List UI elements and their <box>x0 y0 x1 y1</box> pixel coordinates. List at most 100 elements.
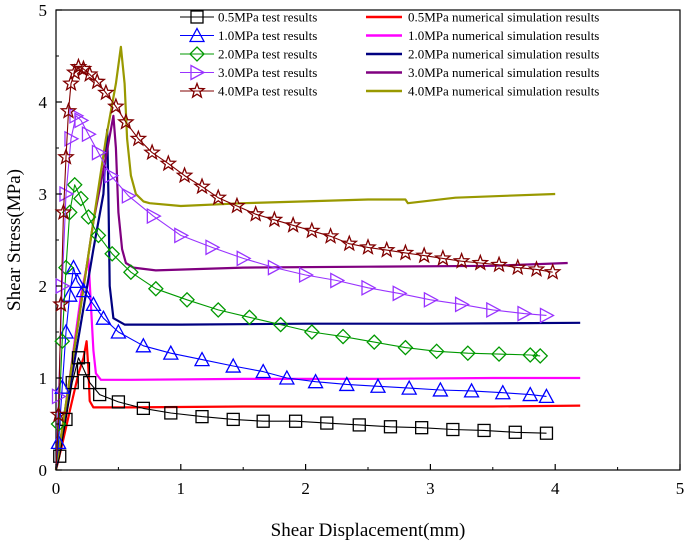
x-tick-label: 4 <box>551 479 560 498</box>
data-point-square <box>352 418 366 432</box>
series-4.0mpa-test-results <box>49 57 562 471</box>
data-point-triangle-up <box>110 323 127 339</box>
data-point-square <box>111 395 126 409</box>
series-line <box>54 257 581 471</box>
data-point-diamond <box>397 339 414 356</box>
series-0.5mpa-test-results <box>53 351 554 471</box>
y-axis-label: Shear Stress(MPa) <box>4 169 25 311</box>
data-point-diamond <box>189 46 205 62</box>
data-point-star <box>543 262 562 280</box>
data-point-diamond <box>73 190 89 207</box>
data-point-square <box>195 409 209 424</box>
data-point-diamond <box>491 346 507 362</box>
data-point-star <box>527 260 546 278</box>
data-point-diamond <box>241 309 258 326</box>
data-point-square <box>71 351 86 365</box>
data-point-diamond <box>147 280 164 297</box>
data-point-triangle-up <box>188 27 206 43</box>
legend-item-test: 2.0MPa test results <box>180 46 317 62</box>
data-point-star <box>377 240 396 258</box>
x-tick-label: 2 <box>301 479 310 498</box>
axis-ticks: 0 1 2 3 4 5 0 1 2 3 4 5 <box>39 1 685 498</box>
data-point-triangle-up <box>522 386 539 402</box>
data-point-star <box>62 74 80 92</box>
data-point-triangle-up <box>225 357 242 373</box>
data-point-triangle-right <box>267 259 283 276</box>
legend-item-sim: 0.5MPa numerical simulation results <box>366 10 599 25</box>
x-axis-label: Shear Displacement(mm) <box>271 520 466 541</box>
x-tick-label: 1 <box>177 479 186 498</box>
data-point-star <box>57 147 75 165</box>
legend-label: 0.5MPa numerical simulation results <box>408 10 599 25</box>
data-point-square <box>383 420 398 434</box>
data-point-diamond <box>122 264 139 281</box>
data-point-triangle-right <box>330 272 346 289</box>
data-point-star <box>107 97 125 115</box>
data-point-triangle-up <box>538 388 555 404</box>
data-point-triangle-up <box>463 382 480 398</box>
data-point-star <box>193 177 211 195</box>
data-point-triangle-up <box>193 351 211 367</box>
data-point-triangle-up <box>85 296 102 312</box>
data-point-triangle-right <box>64 130 80 147</box>
data-point-square <box>226 412 240 427</box>
data-point-diamond <box>303 324 320 340</box>
x-tick-label: 3 <box>426 479 435 498</box>
data-point-square <box>539 426 554 440</box>
legend-item-sim: 1.0MPa numerical simulation results <box>366 28 599 43</box>
data-point-star <box>471 253 490 271</box>
data-point-square <box>65 375 79 390</box>
data-point-square <box>288 414 303 428</box>
data-point-star <box>175 166 194 184</box>
data-point-star <box>80 65 99 82</box>
data-point-triangle-right <box>423 291 439 308</box>
series-line <box>54 340 581 471</box>
data-point-diamond <box>532 348 549 364</box>
data-point-triangle-right <box>121 187 137 204</box>
y-tick-label: 2 <box>39 277 48 296</box>
legend-label: 3.0MPa test results <box>218 65 317 80</box>
data-point-triangle-up <box>69 273 86 289</box>
data-point-star <box>188 81 206 99</box>
data-point-diamond <box>522 347 539 363</box>
data-point-star <box>129 129 148 147</box>
data-point-square <box>83 375 97 390</box>
legend: 0.5MPa test results 1.0MPa test results 2.… <box>180 10 599 99</box>
data-point-triangle-up <box>255 363 272 379</box>
data-point-star <box>159 154 178 172</box>
data-point-square <box>320 416 334 430</box>
legend-item-test: 4.0MPa test results <box>180 81 317 99</box>
data-point-triangle-up <box>95 309 112 325</box>
series-1.0mpa-numerical-simulation-results <box>54 257 581 471</box>
data-point-triangle-up <box>338 376 355 392</box>
data-point-star <box>246 204 265 222</box>
data-point-triangle-up <box>61 286 78 302</box>
legend-item-sim: 3.0MPa numerical simulation results <box>366 65 599 80</box>
data-point-triangle-right <box>91 144 107 161</box>
legend-label: 2.0MPa numerical simulation results <box>408 47 599 62</box>
data-point-square <box>446 422 460 437</box>
data-point-star <box>209 188 228 206</box>
data-point-diamond <box>272 316 289 333</box>
data-point-diamond <box>104 245 121 262</box>
series-4.0mpa-numerical-simulation-results <box>54 45 556 471</box>
data-point-diamond <box>366 334 383 351</box>
series-0.5mpa-numerical-simulation-results <box>54 340 581 471</box>
data-point-star <box>508 258 527 276</box>
data-point-triangle-up <box>162 344 179 360</box>
data-point-square <box>53 449 67 463</box>
data-point-star <box>54 203 73 220</box>
x-tick-label: 5 <box>676 479 685 498</box>
data-point-triangle-up <box>135 337 152 353</box>
data-point-triangle-right <box>174 227 190 244</box>
data-point-triangle-right <box>146 207 162 225</box>
data-point-triangle-right <box>236 250 252 267</box>
data-point-star <box>143 143 161 161</box>
data-point-star <box>321 226 340 244</box>
series-2.0mpa-numerical-simulation-results <box>54 128 581 471</box>
data-point-triangle-up <box>494 384 511 400</box>
data-point-triangle-right <box>486 301 502 319</box>
data-point-star <box>284 215 303 233</box>
data-point-triangle-up <box>307 373 324 389</box>
